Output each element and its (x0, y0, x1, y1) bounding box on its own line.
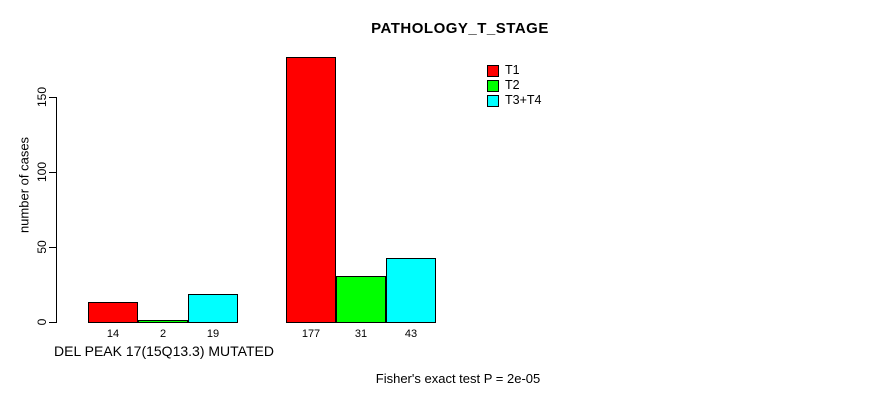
legend: T1 T2 T3+T4 (487, 63, 541, 108)
bar-t3+t4 (386, 258, 436, 323)
bar-value-label: 2 (159, 328, 167, 340)
legend-label: T3+T4 (505, 93, 542, 107)
bar-value-label: 14 (106, 328, 120, 340)
y-axis-line (56, 97, 57, 323)
bar-t1 (286, 57, 336, 323)
legend-item: T1 (487, 63, 541, 78)
y-tick-mark (49, 322, 56, 323)
bar-t2 (336, 276, 386, 323)
y-tick-mark (49, 97, 56, 98)
fisher-test-annotation: Fisher's exact test P = 2e-05 (375, 371, 541, 386)
bar-t3+t4 (188, 294, 238, 323)
y-tick-label: 0 (35, 318, 49, 326)
bar-value-label: 31 (354, 328, 368, 340)
legend-label: T2 (505, 78, 520, 92)
bar-value-label: 43 (404, 328, 418, 340)
bar-value-label: 19 (206, 328, 220, 340)
bar-t1 (88, 302, 138, 323)
y-tick-label: 50 (35, 240, 49, 254)
y-tick-label: 100 (35, 161, 49, 183)
y-tick-mark (49, 172, 56, 173)
legend-item: T3+T4 (487, 93, 541, 108)
bar-t2 (138, 320, 188, 323)
y-axis-label: number of cases (16, 136, 32, 234)
legend-swatch (487, 79, 499, 92)
chart-title: PATHOLOGY_T_STAGE (371, 20, 549, 37)
legend-swatch (487, 94, 499, 107)
legend-swatch (487, 64, 499, 77)
y-tick-label: 150 (35, 86, 49, 108)
y-tick-mark (49, 247, 56, 248)
legend-label: T1 (505, 63, 520, 77)
x-group-label: DEL PEAK 17(15Q13.3) MUTATED (54, 343, 274, 359)
bar-value-label: 177 (301, 328, 321, 340)
legend-item: T2 (487, 78, 541, 93)
